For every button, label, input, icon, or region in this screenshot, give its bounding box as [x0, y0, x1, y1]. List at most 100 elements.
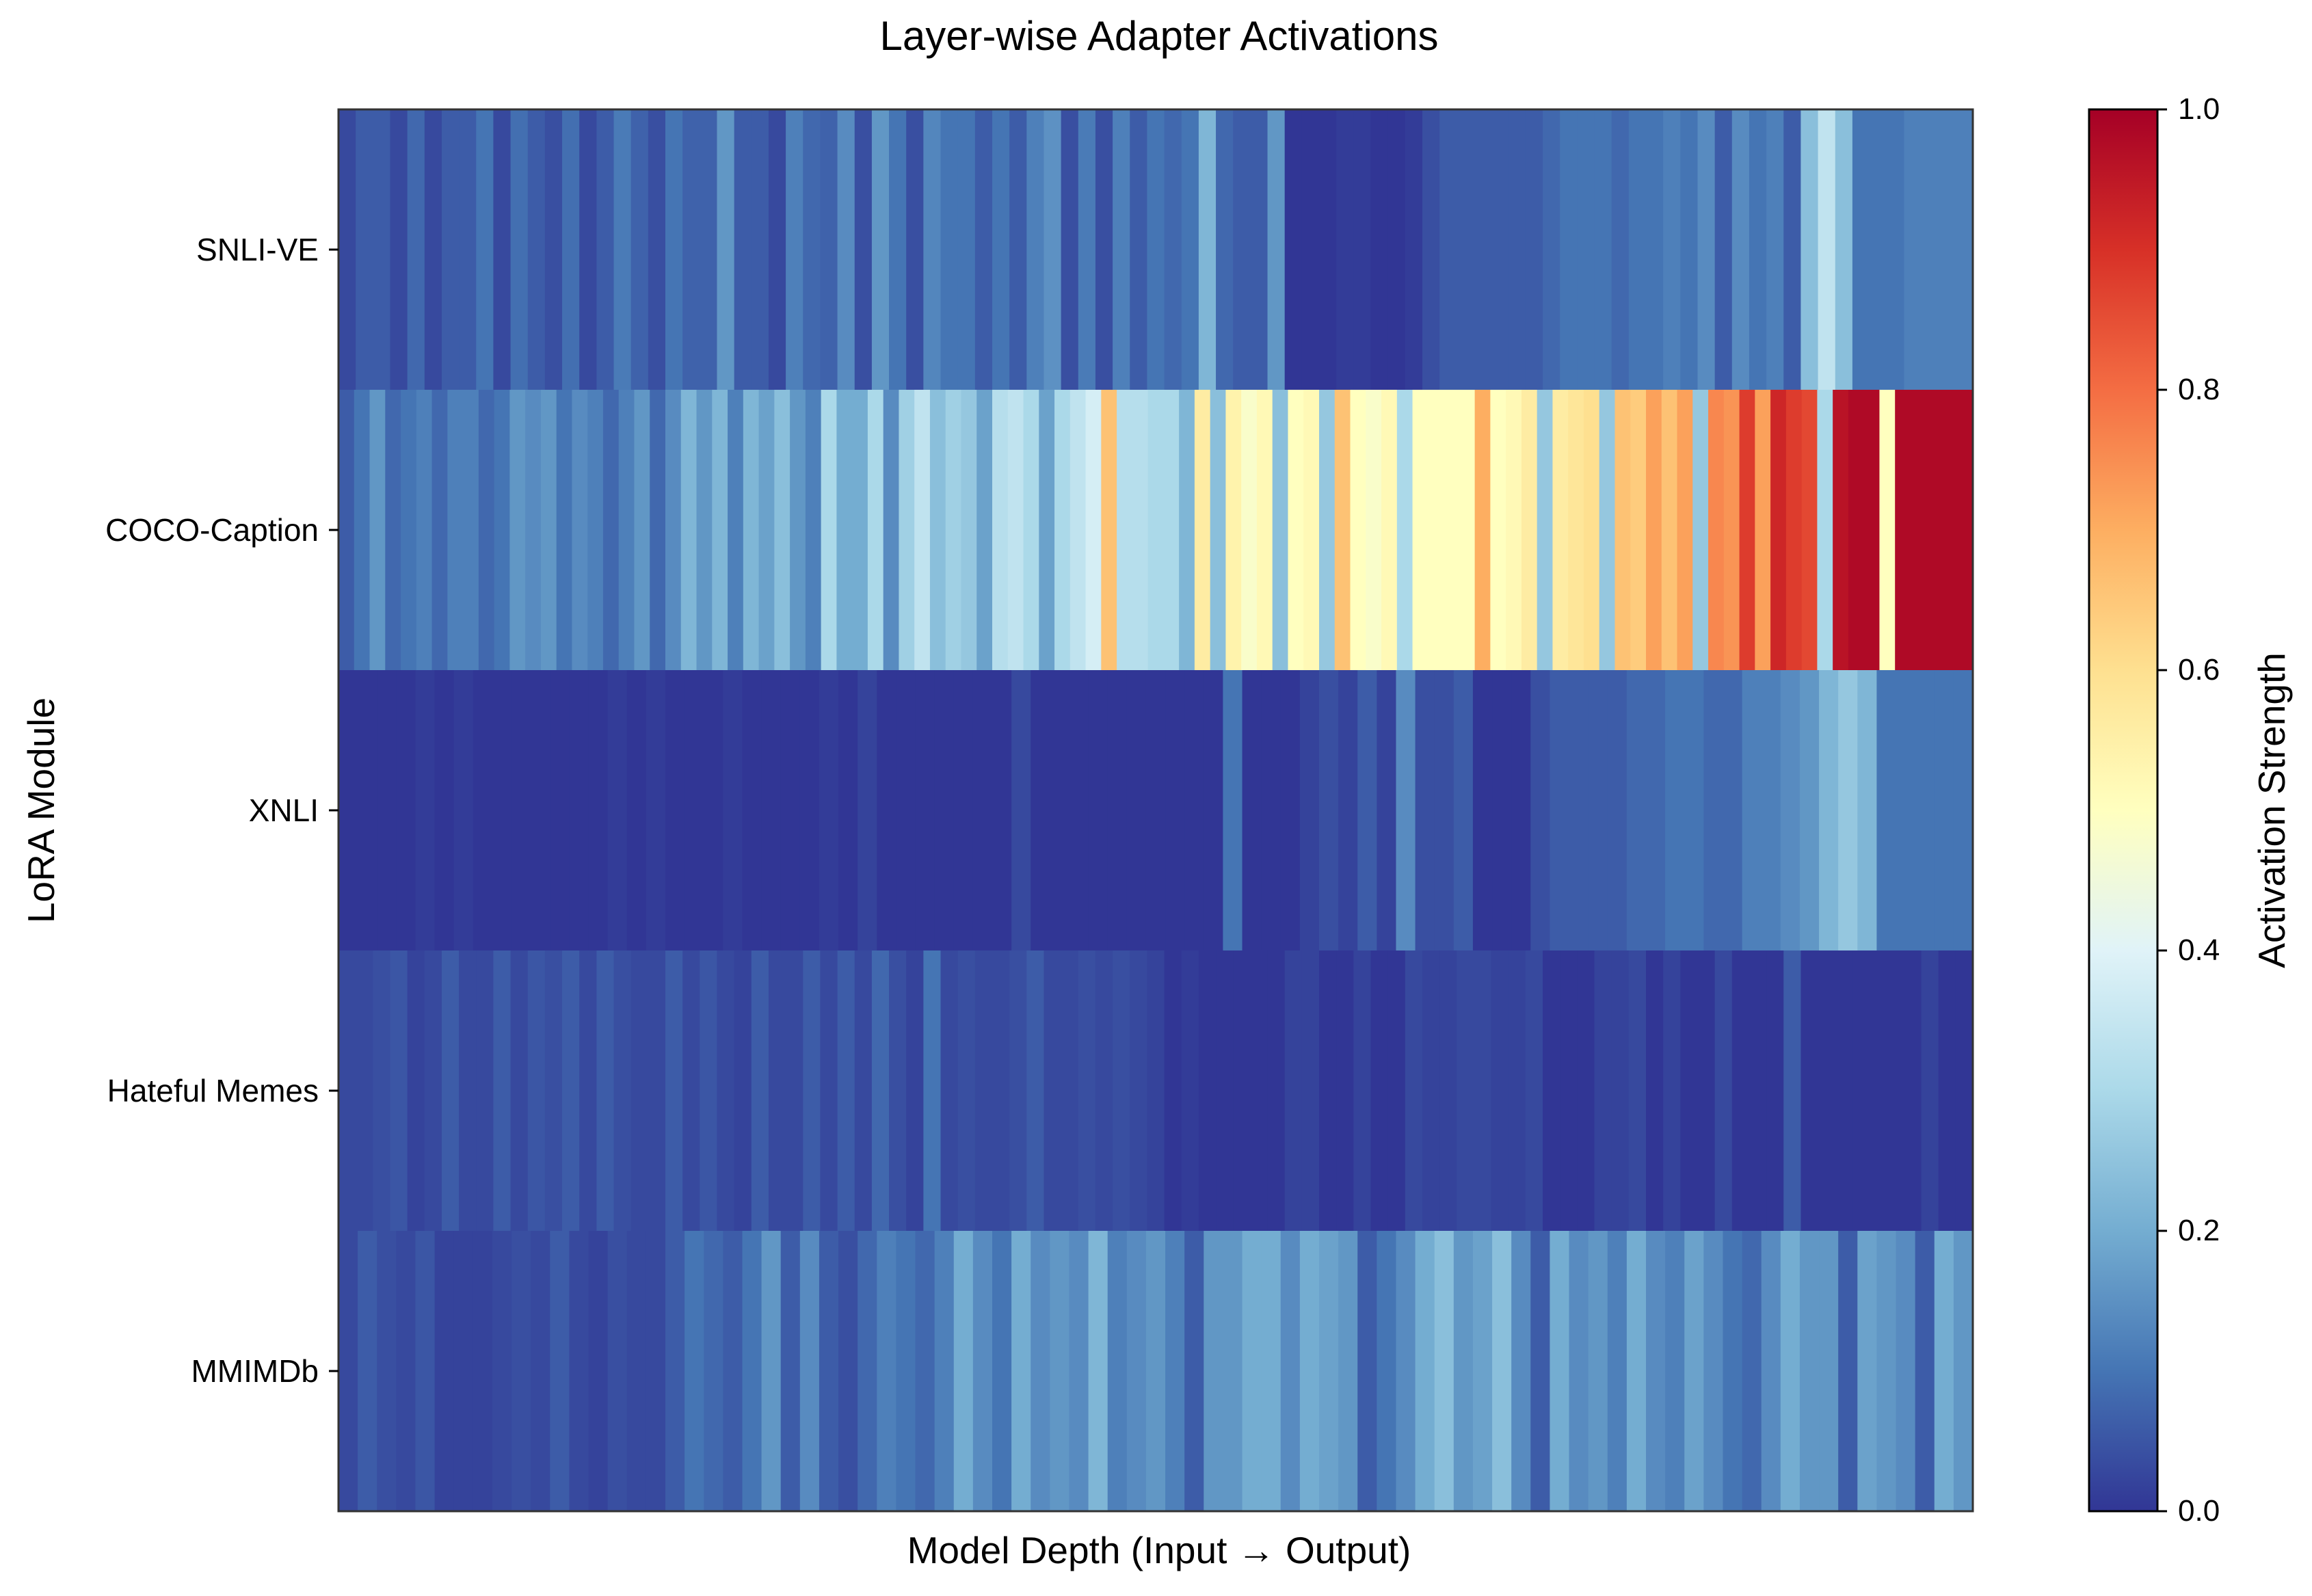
heatmap-cell [1011, 670, 1031, 951]
heatmap-cell [700, 109, 718, 390]
heatmap-cell [1552, 390, 1569, 671]
heatmap-cell [838, 670, 858, 951]
heatmap-cell [1147, 950, 1165, 1232]
heatmap-cell [1615, 390, 1631, 671]
heatmap-cell [1835, 109, 1853, 390]
heatmap-cell [1723, 670, 1743, 951]
heatmap-cell [1569, 1231, 1589, 1512]
heatmap-cell [704, 670, 723, 951]
heatmap-cell [544, 950, 563, 1232]
heatmap-cell [634, 390, 650, 671]
heatmap-cell [1934, 670, 1954, 951]
heatmap-cell [1054, 390, 1071, 671]
heatmap-cell [665, 1231, 685, 1512]
heatmap-cell [587, 390, 604, 671]
heatmap-cell [1665, 670, 1685, 951]
heatmap-cell [1113, 950, 1130, 1232]
heatmap-cell [1766, 950, 1784, 1232]
heatmap-cell [473, 1231, 493, 1512]
heatmap-cell [1492, 670, 1512, 951]
heatmap-cell [803, 950, 821, 1232]
heatmap-cell [1204, 1231, 1224, 1512]
heatmap-cell [1607, 670, 1627, 951]
heatmap-cell [1088, 1231, 1108, 1512]
heatmap-cell [685, 1231, 704, 1512]
heatmap-cell [1511, 670, 1531, 951]
heatmap-cell [1113, 109, 1130, 390]
heatmap-cell [1280, 670, 1301, 951]
heatmap-cell [1530, 1231, 1551, 1512]
heatmap-cell [415, 1231, 436, 1512]
heatmap-cell [1319, 390, 1336, 671]
heatmap-cell [338, 109, 356, 390]
heatmap-cell [1896, 670, 1916, 951]
heatmap-cell [1783, 109, 1802, 390]
heatmap-cell [1026, 950, 1045, 1232]
heatmap-cell [877, 670, 897, 951]
heatmap-cell [390, 109, 408, 390]
heatmap-cell [680, 390, 697, 671]
heatmap-cell [915, 670, 935, 951]
heatmap-cell [799, 670, 820, 951]
heatmap-cell [972, 1231, 993, 1512]
heatmap-cell [1749, 950, 1767, 1232]
heatmap-cell [630, 109, 649, 390]
heatmap-cell [940, 950, 959, 1232]
heatmap-cell [1506, 390, 1522, 671]
heatmap-cell [1457, 109, 1475, 390]
heatmap-cell [441, 109, 460, 390]
heatmap-cell [867, 390, 884, 671]
heatmap-cell [1078, 109, 1096, 390]
heatmap-cell [1396, 390, 1413, 671]
heatmap-cell [646, 670, 666, 951]
heatmap-cell [1957, 390, 1974, 671]
heatmap-cell [453, 1231, 474, 1512]
heatmap-cell [992, 670, 1012, 951]
heatmap-cell [838, 1231, 858, 1512]
heatmap-cell [1405, 950, 1423, 1232]
heatmap-cell [356, 950, 373, 1232]
heatmap-cell [1492, 1231, 1512, 1512]
heatmap-cell [463, 390, 479, 671]
heatmap-cell [1198, 109, 1217, 390]
heatmap-cell [1537, 390, 1554, 671]
heatmap-cell [1204, 670, 1224, 951]
heatmap-cell [712, 390, 728, 671]
heatmap-cell [1770, 390, 1787, 671]
heatmap-cell [1366, 390, 1382, 671]
heatmap-cell [854, 109, 873, 390]
heatmap-cell [556, 390, 573, 671]
heatmap-cell [646, 1231, 666, 1512]
heatmap-cell [1164, 950, 1182, 1232]
heatmap-cell [1280, 1231, 1301, 1512]
heatmap-cell [1179, 390, 1195, 671]
heatmap-cell [889, 109, 907, 390]
heatmap-cell [1434, 670, 1454, 951]
y-ticks [329, 248, 338, 1372]
heatmap-cell [1338, 670, 1358, 951]
heatmap-cell [373, 109, 391, 390]
heatmap-cell [1684, 670, 1704, 951]
heatmap-cell [1336, 109, 1354, 390]
heatmap-cell [883, 390, 900, 671]
heatmap-cell [492, 670, 512, 951]
heatmap-cell [704, 1231, 723, 1512]
heatmap-cell [1472, 670, 1493, 951]
heatmap-cell [1044, 109, 1062, 390]
heatmap-cell [1852, 950, 1870, 1232]
heatmap-cell [1126, 670, 1147, 951]
heatmap-cell [459, 109, 477, 390]
heatmap-cell [1819, 670, 1839, 951]
heatmap-cell [527, 950, 546, 1232]
heatmap-cell [1126, 1231, 1147, 1512]
heatmap-cell [742, 1231, 762, 1512]
heatmap-cell [992, 950, 1010, 1232]
heatmap-cell [1130, 109, 1148, 390]
heatmap-cell [1474, 390, 1491, 671]
heatmap-cell [1626, 1231, 1647, 1512]
heatmap-cell [1011, 1231, 1031, 1512]
heatmap-cell [1577, 109, 1595, 390]
heatmap-cell [974, 950, 993, 1232]
heatmap-cell [1801, 109, 1819, 390]
